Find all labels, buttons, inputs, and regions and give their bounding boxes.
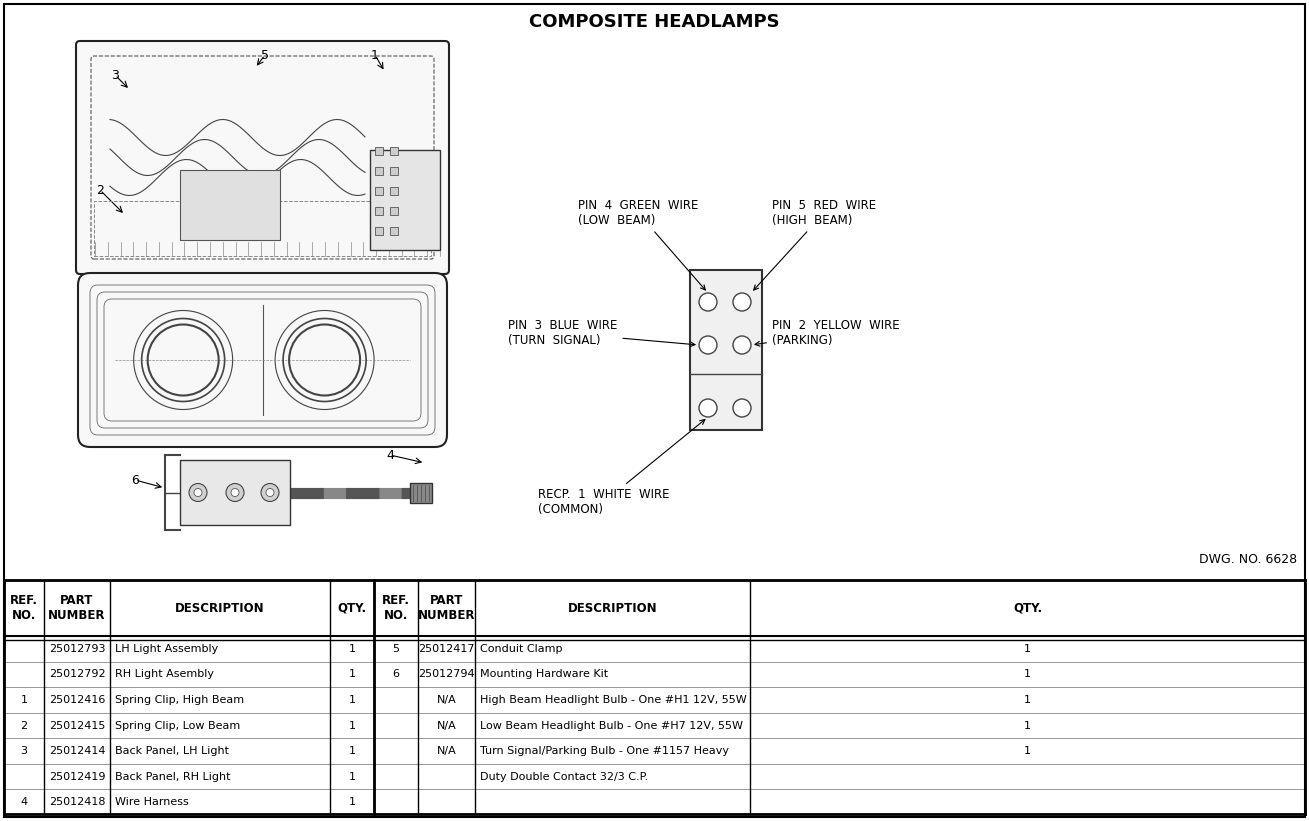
- Text: 6: 6: [131, 474, 139, 487]
- Bar: [374, 167, 384, 175]
- Text: RECP.  1  WHITE  WIRE
(COMMON): RECP. 1 WHITE WIRE (COMMON): [538, 420, 704, 516]
- Text: 2: 2: [21, 721, 27, 731]
- Text: PIN  4  GREEN  WIRE
(LOW  BEAM): PIN 4 GREEN WIRE (LOW BEAM): [579, 199, 706, 290]
- Circle shape: [733, 293, 751, 311]
- Bar: [390, 147, 398, 155]
- Text: 1: 1: [348, 746, 356, 756]
- Circle shape: [230, 488, 240, 497]
- Text: DESCRIPTION: DESCRIPTION: [568, 602, 657, 614]
- Circle shape: [260, 484, 279, 502]
- Text: 25012414: 25012414: [48, 746, 105, 756]
- Circle shape: [266, 488, 274, 497]
- Text: PIN  3  BLUE  WIRE
(TURN  SIGNAL): PIN 3 BLUE WIRE (TURN SIGNAL): [508, 319, 695, 347]
- Circle shape: [699, 293, 717, 311]
- Text: 1: 1: [1024, 746, 1031, 756]
- Bar: [370, 150, 440, 250]
- Text: Turn Signal/Parking Bulb - One #1157 Heavy: Turn Signal/Parking Bulb - One #1157 Hea…: [480, 746, 729, 756]
- Text: 5: 5: [260, 48, 270, 62]
- Text: 4: 4: [386, 448, 394, 461]
- Bar: [410, 483, 432, 502]
- Text: 6: 6: [393, 669, 399, 679]
- Text: Spring Clip, High Beam: Spring Clip, High Beam: [115, 695, 243, 705]
- Text: QTY.: QTY.: [338, 602, 367, 614]
- Text: LH Light Assembly: LH Light Assembly: [115, 644, 219, 654]
- Text: 25012417: 25012417: [419, 644, 475, 654]
- Text: 1: 1: [21, 695, 27, 705]
- Text: PART
NUMBER: PART NUMBER: [48, 594, 106, 622]
- Text: N/A: N/A: [437, 721, 457, 731]
- Text: 25012792: 25012792: [48, 669, 105, 679]
- Bar: [690, 270, 762, 430]
- Circle shape: [226, 484, 243, 502]
- Text: 1: 1: [348, 797, 356, 807]
- Text: 1: 1: [1024, 644, 1031, 654]
- Text: 2: 2: [96, 184, 103, 196]
- Circle shape: [194, 488, 202, 497]
- Text: 1: 1: [1024, 669, 1031, 679]
- FancyBboxPatch shape: [76, 41, 449, 274]
- Text: PIN  2  YELLOW  WIRE
(PARKING): PIN 2 YELLOW WIRE (PARKING): [755, 319, 899, 347]
- Text: 25012415: 25012415: [48, 721, 105, 731]
- Bar: [374, 207, 384, 215]
- Text: Spring Clip, Low Beam: Spring Clip, Low Beam: [115, 721, 241, 731]
- Circle shape: [188, 484, 207, 502]
- Bar: [374, 147, 384, 155]
- Circle shape: [733, 399, 751, 417]
- Bar: [181, 460, 291, 525]
- Text: 1: 1: [370, 48, 378, 62]
- Bar: [94, 201, 431, 256]
- Bar: [390, 167, 398, 175]
- Text: DWG. NO. 6628: DWG. NO. 6628: [1199, 553, 1297, 566]
- Text: DESCRIPTION: DESCRIPTION: [175, 602, 264, 614]
- Text: 3: 3: [111, 68, 119, 81]
- Text: 25012416: 25012416: [48, 695, 105, 705]
- Bar: [374, 227, 384, 235]
- Text: N/A: N/A: [437, 695, 457, 705]
- Text: 3: 3: [21, 746, 27, 756]
- Circle shape: [699, 399, 717, 417]
- Text: 1: 1: [348, 772, 356, 782]
- Text: PIN  5  RED  WIRE
(HIGH  BEAM): PIN 5 RED WIRE (HIGH BEAM): [754, 199, 876, 290]
- Text: COMPOSITE HEADLAMPS: COMPOSITE HEADLAMPS: [529, 13, 780, 31]
- Bar: [374, 187, 384, 195]
- Bar: [390, 227, 398, 235]
- Text: Conduit Clamp: Conduit Clamp: [480, 644, 563, 654]
- Text: N/A: N/A: [437, 746, 457, 756]
- Text: Duty Double Contact 32/3 C.P.: Duty Double Contact 32/3 C.P.: [480, 772, 648, 782]
- Text: REF.
NO.: REF. NO.: [10, 594, 38, 622]
- Text: Low Beam Headlight Bulb - One #H7 12V, 55W: Low Beam Headlight Bulb - One #H7 12V, 5…: [480, 721, 744, 731]
- Text: Back Panel, LH Light: Back Panel, LH Light: [115, 746, 229, 756]
- Text: 25012419: 25012419: [48, 772, 105, 782]
- Text: Wire Harness: Wire Harness: [115, 797, 188, 807]
- Bar: [390, 207, 398, 215]
- Bar: [390, 187, 398, 195]
- Text: 5: 5: [393, 644, 399, 654]
- Text: 25012793: 25012793: [48, 644, 105, 654]
- Text: High Beam Headlight Bulb - One #H1 12V, 55W: High Beam Headlight Bulb - One #H1 12V, …: [480, 695, 746, 705]
- Text: Back Panel, RH Light: Back Panel, RH Light: [115, 772, 230, 782]
- Text: 25012418: 25012418: [48, 797, 105, 807]
- Text: QTY.: QTY.: [1013, 602, 1042, 614]
- Text: 1: 1: [348, 669, 356, 679]
- Circle shape: [699, 336, 717, 354]
- Text: 1: 1: [348, 721, 356, 731]
- Text: 25012794: 25012794: [418, 669, 475, 679]
- Text: RH Light Asembly: RH Light Asembly: [115, 669, 213, 679]
- Text: 1: 1: [348, 644, 356, 654]
- Bar: [181, 170, 280, 240]
- Text: 1: 1: [1024, 695, 1031, 705]
- FancyBboxPatch shape: [79, 273, 446, 447]
- Circle shape: [733, 336, 751, 354]
- Text: 1: 1: [348, 695, 356, 705]
- Text: 1: 1: [1024, 721, 1031, 731]
- Text: REF.
NO.: REF. NO.: [382, 594, 410, 622]
- Text: 4: 4: [21, 797, 27, 807]
- Text: Mounting Hardware Kit: Mounting Hardware Kit: [480, 669, 609, 679]
- Text: PART
NUMBER: PART NUMBER: [418, 594, 475, 622]
